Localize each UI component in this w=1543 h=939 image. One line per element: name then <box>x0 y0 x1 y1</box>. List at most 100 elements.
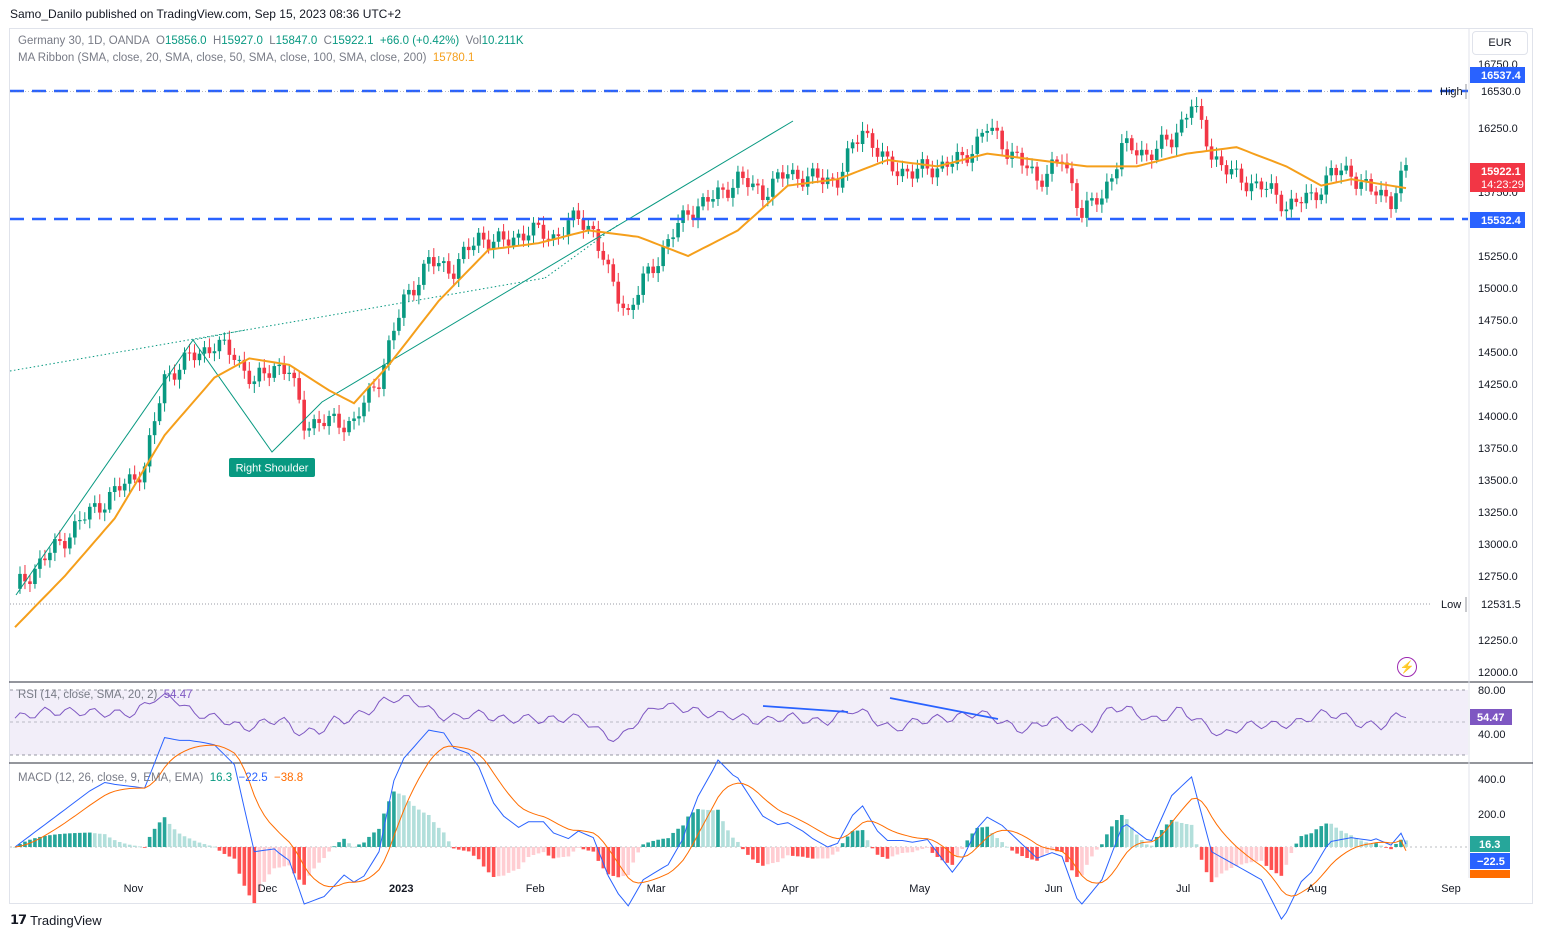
candle <box>1194 97 1199 113</box>
macd-histogram-bar <box>1394 843 1398 847</box>
macd-histogram-bar <box>995 838 999 847</box>
candle <box>686 204 690 221</box>
macd-histogram-bar <box>855 830 860 847</box>
candle <box>217 336 222 360</box>
macd-histogram-bar <box>307 847 311 876</box>
macd-histogram-bar <box>431 822 436 847</box>
candle <box>1354 172 1358 196</box>
candle <box>127 468 132 493</box>
macd-histogram-bar <box>1339 830 1343 847</box>
candle <box>955 143 960 171</box>
lightning-icon[interactable]: ⚡ <box>1397 657 1417 677</box>
macd-histogram-bar <box>1134 834 1139 847</box>
macd-histogram-bar <box>835 847 840 852</box>
macd-histogram-bar <box>197 842 202 847</box>
chart-frame[interactable] <box>9 28 1533 904</box>
candle <box>636 285 641 310</box>
currency-button[interactable]: EUR <box>1472 31 1528 55</box>
candle <box>1134 142 1139 165</box>
candle <box>272 361 277 382</box>
candle <box>1120 134 1124 177</box>
macd-tick-400: 400.0 <box>1478 774 1506 786</box>
candle <box>900 160 905 183</box>
candle <box>422 259 426 290</box>
macd-histogram-bar <box>1399 839 1403 847</box>
candle <box>810 162 815 184</box>
candle <box>122 478 127 497</box>
candle <box>1244 176 1249 197</box>
macd-histogram-bar <box>566 847 571 857</box>
macd-histogram-bar <box>1254 847 1259 862</box>
time-axis[interactable]: Nov Dec 2023 Feb Mar Apr May Jun Jul Aug Sep <box>124 883 1461 895</box>
macd-histogram-bar <box>686 816 690 847</box>
candle <box>506 230 511 255</box>
macd-histogram-bar <box>561 847 566 857</box>
candle <box>910 164 915 188</box>
macd-histogram-bar <box>800 847 805 857</box>
macd-histogram-bar <box>1020 847 1024 857</box>
macd-histogram-bar <box>73 833 77 847</box>
macd-histogram-bar <box>427 814 431 847</box>
candle <box>1374 186 1378 205</box>
macd-histogram-bar <box>636 847 641 853</box>
candle <box>905 164 910 179</box>
candle <box>785 165 790 186</box>
macd-histogram-bar <box>1110 826 1114 847</box>
price-axis[interactable]: 16750.016250.015750.015250.015000.014750… <box>1478 59 1518 679</box>
macd-histogram-bar <box>980 827 985 847</box>
macd-histogram-bar <box>347 843 351 847</box>
macd-histogram-bar <box>267 847 272 875</box>
candle <box>696 198 700 229</box>
high-value: 16530.0 <box>1481 86 1521 98</box>
macd-histogram-bar <box>521 847 526 863</box>
candle <box>746 169 750 196</box>
macd-histogram-bar <box>337 842 341 847</box>
candle <box>431 248 436 275</box>
macd-histogram-bar <box>875 847 880 855</box>
candle <box>731 179 735 207</box>
rsi-tick-80: 80.00 <box>1478 685 1506 697</box>
macd-histogram-bar <box>581 847 586 850</box>
candle <box>1304 184 1309 209</box>
candle <box>596 220 601 259</box>
macd-histogram-bar <box>1294 843 1299 847</box>
candle <box>412 281 416 301</box>
legend-signal-value: −22.5 <box>238 772 268 784</box>
macd-histogram-bar <box>117 841 122 847</box>
macd-histogram-bar <box>501 847 506 876</box>
macd-histogram-bar <box>726 830 730 847</box>
macd-histogram-bar <box>910 847 915 853</box>
candle <box>1394 186 1398 213</box>
macd-histogram-bar <box>890 847 895 857</box>
candle <box>1269 174 1274 194</box>
macd-histogram-bar <box>112 840 117 847</box>
tradingview-logo[interactable]: 𝟭𝟳 TradingView <box>10 912 102 928</box>
candle <box>860 121 865 153</box>
head-shoulders-lines[interactable] <box>15 120 794 596</box>
macd-histogram-bar <box>970 833 975 847</box>
macd-histogram-bar <box>1120 814 1124 847</box>
candle <box>950 155 955 174</box>
macd-histogram-bar <box>895 847 900 855</box>
trendline-dotted[interactable] <box>9 277 546 372</box>
macd-histogram-bar <box>576 847 581 848</box>
macd-histogram-bar <box>367 836 371 847</box>
legend-high: 15927.0 <box>221 35 263 47</box>
trendline-dotted-extension[interactable] <box>544 224 619 279</box>
candle <box>995 120 999 140</box>
macd-histogram-bar <box>257 847 262 892</box>
candle <box>895 162 900 186</box>
rsi-divergence-1[interactable] <box>762 705 849 713</box>
rsi-divergence-2[interactable] <box>889 697 999 720</box>
macd-histogram-bar <box>960 847 965 850</box>
candle <box>1254 173 1259 189</box>
candle <box>1050 151 1054 182</box>
candle <box>1030 158 1034 174</box>
macd-histogram-bar <box>601 847 606 869</box>
candle <box>476 227 481 253</box>
price-tick-label: 14250.0 <box>1478 379 1518 391</box>
candle <box>1309 184 1314 201</box>
right-shoulder-label-bg[interactable] <box>229 458 315 477</box>
macd-histogram-bar <box>23 841 27 847</box>
